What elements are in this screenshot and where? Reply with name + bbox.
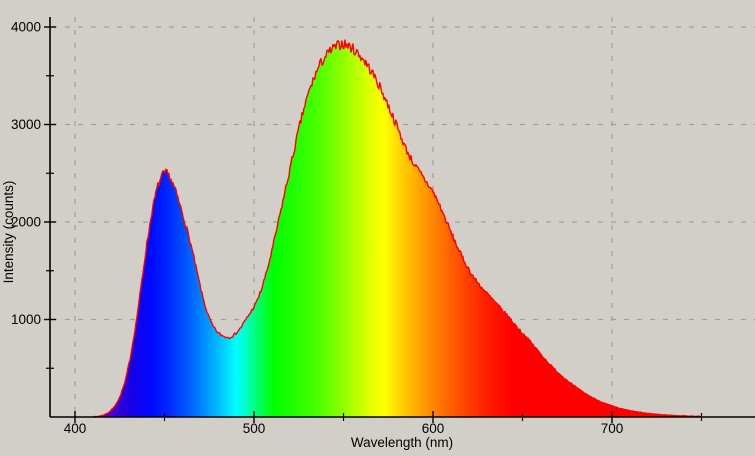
y-axis-title: Intensity (counts): [1, 181, 16, 284]
y-tick-label: 1000: [11, 312, 41, 327]
axes: [44, 17, 755, 423]
x-tick-label: 600: [422, 421, 445, 436]
y-tick-label: 3000: [11, 117, 41, 132]
x-tick-label: 700: [601, 421, 624, 436]
spectrum-trace: [92, 39, 702, 418]
tick-labels: 400 500 600 700 1000 2000 3000 4000: [11, 20, 623, 437]
spectrum-fill: [92, 40, 702, 417]
x-axis-title: Wavelength (nm): [351, 435, 453, 450]
y-tick-label: 2000: [11, 215, 41, 230]
x-tick-label: 400: [64, 421, 87, 436]
spectrum-area: [92, 39, 702, 418]
x-tick-label: 500: [243, 421, 266, 436]
y-tick-label: 4000: [11, 20, 41, 35]
